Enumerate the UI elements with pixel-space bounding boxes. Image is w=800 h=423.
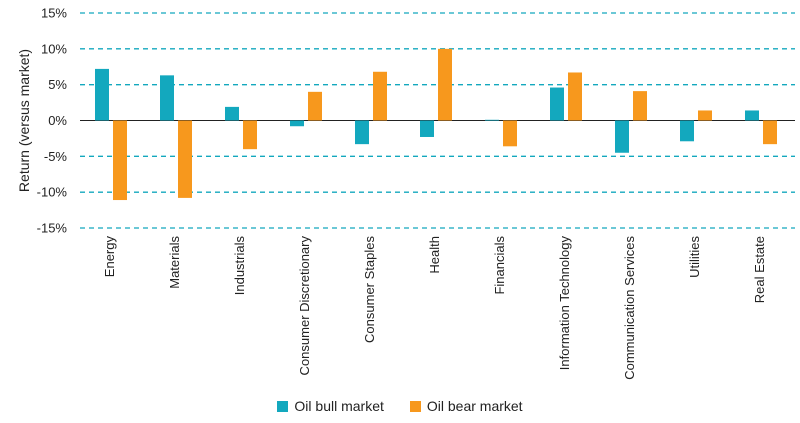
y-axis-label: Return (versus market) [16, 49, 32, 192]
x-category-label: Consumer Discretionary [297, 236, 312, 376]
x-category-label: Real Estate [752, 236, 767, 303]
bar-bear [763, 120, 777, 145]
x-category-label: Energy [102, 236, 117, 278]
bar-bear [373, 71, 387, 121]
bar-bull [485, 119, 499, 121]
x-category-label: Financials [492, 236, 507, 295]
x-category-label: Utilities [687, 236, 702, 278]
bar-bull [355, 120, 369, 145]
bar-bull [745, 110, 759, 121]
legend-swatch-bear [409, 400, 421, 412]
legend: Oil bull market Oil bear market [0, 398, 800, 414]
bar-bull [420, 120, 434, 137]
bar-bear [178, 120, 192, 198]
bar-bull [225, 106, 239, 121]
legend-item-bear: Oil bear market [409, 398, 523, 414]
legend-item-bull: Oil bull market [277, 398, 384, 414]
legend-label-bull: Oil bull market [294, 398, 384, 414]
x-category-label: Industrials [232, 236, 247, 296]
bar-bear [243, 120, 257, 150]
bar-bull [290, 120, 304, 127]
bar-bear [633, 91, 647, 121]
bar-bull [680, 120, 694, 142]
bar-bear [113, 120, 127, 201]
bar-bull [550, 87, 564, 121]
y-tick-label: 10% [41, 41, 67, 56]
y-tick-label: -15% [37, 221, 68, 236]
legend-label-bear: Oil bear market [426, 398, 523, 414]
bar-bear [503, 120, 517, 147]
y-tick-label: 5% [48, 77, 67, 92]
x-category-label: Consumer Staples [362, 236, 377, 343]
bar-bull [160, 75, 174, 121]
bar-bull [615, 120, 629, 153]
x-category-label: Information Technology [557, 236, 572, 371]
y-tick-label: 0% [48, 113, 67, 128]
bar-bear [698, 110, 712, 121]
bar-bear [568, 72, 582, 121]
x-category-label: Communication Services [622, 236, 637, 380]
y-tick-label: -10% [37, 185, 68, 200]
y-tick-label: -5% [44, 149, 68, 164]
y-tick-label: 15% [41, 6, 67, 21]
bar-bull [95, 68, 109, 121]
bar-bear [438, 48, 452, 121]
legend-swatch-bull [277, 400, 289, 412]
x-category-label: Materials [167, 236, 182, 289]
bar-bear [308, 91, 322, 121]
x-category-label: Health [427, 236, 442, 274]
